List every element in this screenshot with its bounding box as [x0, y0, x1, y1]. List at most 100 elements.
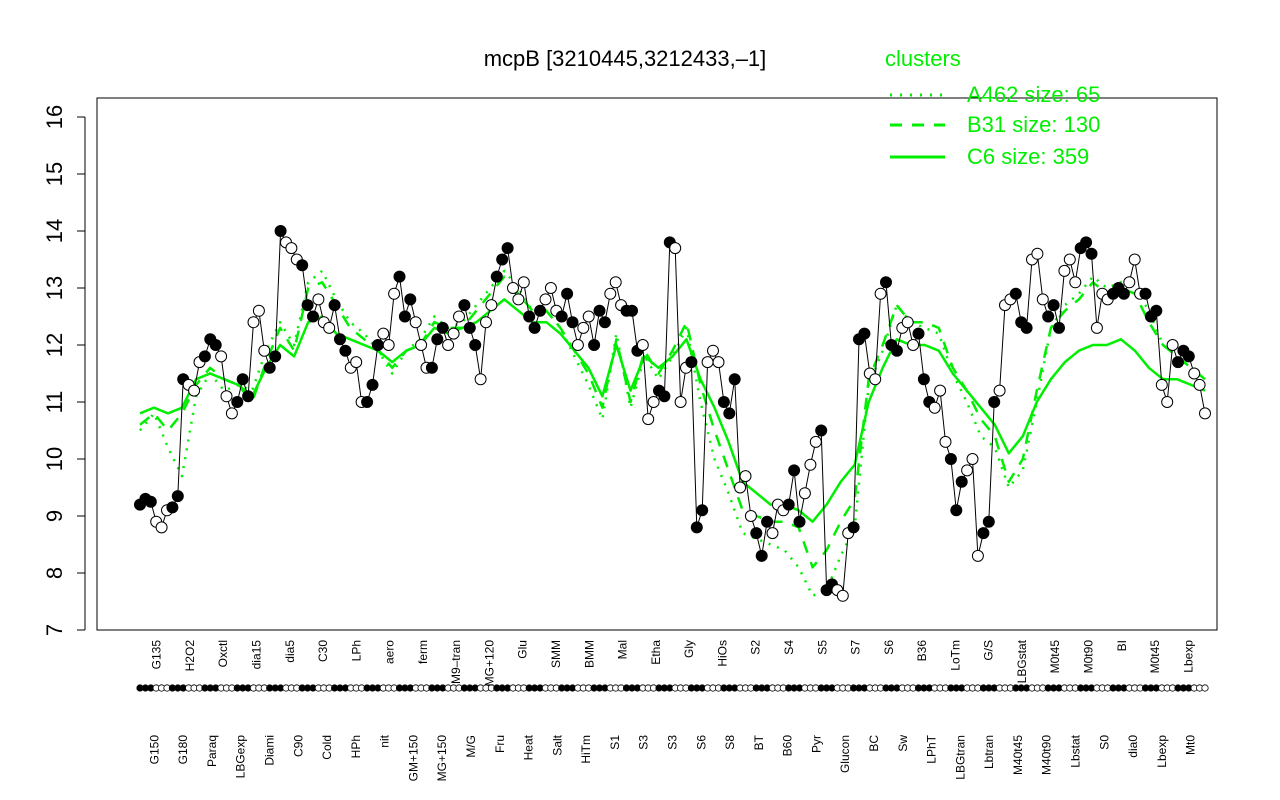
profile-point [674, 396, 687, 408]
category-label-top: SMM [549, 640, 563, 668]
profile-point [1047, 299, 1060, 312]
profile-point [734, 481, 747, 494]
y-tick-label: 12 [42, 333, 67, 357]
profile-point [1172, 356, 1184, 369]
profile-point [658, 390, 671, 403]
profile-point [296, 259, 309, 272]
profile-point [415, 339, 428, 351]
category-label-top: S2 [749, 640, 763, 655]
profile-point [1090, 321, 1103, 334]
category-label-bottom: Glucon [838, 735, 852, 773]
profile-point [474, 373, 487, 386]
legend-title: clusters [885, 46, 961, 71]
category-label-bottom: Lbstat [1069, 734, 1083, 767]
category-label-top: Etha [649, 640, 663, 665]
profile-point [815, 424, 828, 437]
y-tick-label: 14 [42, 219, 67, 243]
legend: clusters A462 size: 65 B31 size: 130 C6 … [885, 46, 1100, 169]
profile-point [1036, 293, 1049, 306]
profile-point [144, 495, 157, 508]
profile-point [626, 304, 638, 317]
profile-point [793, 515, 806, 528]
category-label-top: M0t90 [1082, 640, 1096, 674]
category-label-top: ferm [416, 640, 430, 664]
profile-point [544, 282, 557, 294]
category-label-bottom: BT [752, 734, 766, 750]
profile-point [528, 321, 541, 334]
profile-point [950, 504, 963, 517]
category-label-top: BMM [582, 640, 596, 668]
category-label-bottom: S0 [1097, 735, 1111, 750]
profile-point [274, 225, 287, 237]
profile-point [577, 321, 590, 334]
profile-point [453, 310, 465, 323]
profile-point [258, 344, 271, 357]
profile-point [928, 401, 941, 414]
profile-point [382, 339, 395, 351]
category-label-bottom: Paraq [205, 735, 219, 767]
category-label-top: aero [383, 640, 397, 664]
profile-point [1042, 310, 1055, 323]
profile-point [1123, 276, 1136, 289]
profile-point [231, 396, 244, 408]
profile-point [1063, 253, 1076, 266]
profile-point [712, 356, 725, 369]
category-label-bottom: Pyr [809, 735, 823, 753]
profile-point [912, 327, 925, 340]
profile-point [593, 304, 606, 317]
category-label-bottom: HiTm [579, 735, 593, 764]
profile-point [269, 350, 282, 363]
profile-point [874, 287, 887, 300]
profile-point [442, 339, 455, 351]
category-label-bottom: S1 [608, 735, 622, 750]
profile-point [301, 299, 314, 312]
profile-point [350, 356, 363, 369]
category-label-bottom: Heat [522, 734, 536, 760]
profile-point [1166, 339, 1179, 351]
category-label-bottom: Fru [493, 735, 507, 753]
profile-point [458, 299, 471, 312]
category-label-bottom: Salt [550, 734, 564, 755]
category-label-top: S7 [849, 640, 863, 655]
profile-point [534, 304, 547, 317]
category-label-top: LBGstat [1015, 639, 1029, 683]
legend-entry-b31: B31 size: 130 [967, 112, 1100, 137]
profile-point [1020, 321, 1033, 334]
profile-point [642, 413, 655, 426]
category-label-bottom: Cold [320, 735, 334, 760]
profile-point [209, 339, 222, 351]
profile-point [539, 293, 552, 306]
profile-point [236, 373, 249, 386]
category-label-top: G/S [982, 640, 996, 661]
y-tick-label: 8 [42, 567, 67, 579]
profile-point [566, 316, 579, 329]
profile-point [582, 310, 595, 323]
y-tick-label: 15 [42, 162, 67, 186]
category-label-bottom: S3 [637, 735, 651, 750]
category-label-bottom: Lbexp [1155, 735, 1169, 768]
category-label-bottom: S6 [694, 735, 708, 750]
profile-point [409, 316, 422, 329]
category-label-top: dia5 [283, 640, 297, 663]
profile-point [188, 384, 201, 397]
profile-point [334, 333, 346, 346]
profile-point [328, 299, 341, 312]
profile-point [166, 501, 179, 514]
category-label-top: C30 [316, 640, 330, 662]
profile-point [869, 373, 882, 386]
profile-point [171, 490, 184, 503]
profile-point [901, 316, 914, 329]
profile-point [377, 327, 390, 340]
profile-point [1150, 304, 1163, 317]
category-label-top: M0t45 [1148, 640, 1162, 674]
profile-point [944, 453, 957, 465]
profile-point [323, 321, 336, 334]
legend-entry-c6: C6 size: 359 [967, 144, 1089, 169]
category-label-bottom: B60 [781, 735, 795, 757]
profile-point [393, 270, 406, 283]
category-label-bottom: MG+150 [435, 735, 449, 782]
plot-frame [96, 97, 1218, 631]
y-tick-label: 9 [42, 510, 67, 522]
profile-point [512, 293, 525, 306]
